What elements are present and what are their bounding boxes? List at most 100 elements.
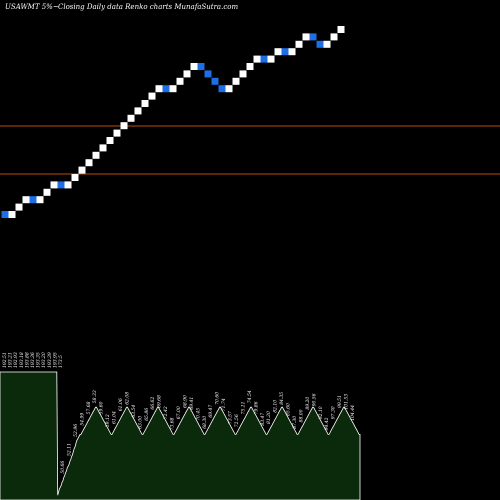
up-brick	[15, 203, 23, 211]
up-brick	[225, 85, 233, 93]
volume-price-label: 193.88	[24, 352, 30, 368]
volume-price-label: 59.60	[99, 401, 105, 414]
volume-price-label: 58.33	[92, 390, 98, 403]
up-brick	[183, 70, 191, 78]
volume-price-label: 63.54	[131, 405, 137, 418]
up-brick	[302, 33, 310, 41]
volume-price-label: 73.68	[170, 417, 176, 430]
up-brick	[337, 26, 345, 33]
volume-price-label: 193.36	[30, 352, 36, 368]
volume-price-label: 75.11	[240, 402, 246, 415]
chart-symbol: USAWMT 5%~	[5, 3, 59, 11]
volume-price-label: 65.86	[144, 408, 150, 421]
volume-price-label: 88.00	[298, 409, 304, 422]
volume-price-label: 73.57	[228, 411, 234, 424]
up-brick	[246, 63, 254, 70]
volume-price-label: 193.39	[47, 352, 53, 368]
volume-price-label: 52.11	[66, 443, 72, 456]
volume-price-label: 193.18	[19, 352, 25, 368]
up-brick	[141, 100, 149, 107]
up-brick	[295, 40, 303, 48]
volume-price-label: 193.20	[41, 352, 47, 368]
volume-price-label: 193.21	[8, 352, 14, 368]
chart-subtitle: Closing Daily data Renko charts MunafaSu…	[58, 3, 239, 11]
up-brick	[106, 137, 114, 144]
up-brick	[120, 122, 128, 130]
volume-price-label: 85.60	[286, 403, 292, 416]
up-brick	[92, 151, 100, 159]
down-brick	[281, 48, 289, 56]
volume-price-label: 70.45	[195, 408, 201, 421]
volume-price-label: 52.96	[73, 424, 79, 437]
down-brick	[260, 55, 268, 63]
volume-price-label: 62.08	[124, 392, 130, 405]
up-brick	[99, 144, 107, 152]
volume-price-label: 193.35	[36, 352, 42, 368]
down-brick	[218, 85, 226, 93]
volume-price-label: 90.56	[311, 393, 317, 406]
volume-price-label: 54.99	[79, 413, 85, 426]
up-brick	[176, 77, 184, 85]
volume-price-label: 50.66	[60, 461, 66, 474]
up-brick	[22, 196, 30, 204]
up-brick	[78, 166, 86, 174]
volume-price-label: 193.95	[52, 352, 58, 368]
volume-area	[0, 371, 361, 500]
volume-price-label: 74.54	[247, 390, 253, 403]
up-brick	[169, 85, 177, 93]
volume-price-label: 72.56	[234, 414, 240, 427]
volume-price-label: 57.68	[86, 401, 92, 414]
volume-price-label: 82.10	[273, 400, 279, 413]
up-brick	[155, 85, 163, 93]
up-brick	[71, 174, 79, 181]
volume-price-label: 71.74	[221, 398, 227, 411]
down-brick	[211, 77, 219, 85]
down-brick	[204, 70, 212, 78]
up-brick	[239, 70, 247, 78]
volume-price-label: 97.30	[331, 406, 337, 419]
up-brick	[134, 107, 142, 115]
volume-price-label: 70.60	[215, 392, 221, 405]
volume-price-label: 81.20	[266, 411, 272, 424]
down-brick	[197, 63, 205, 70]
volume-price-label: 63.00	[137, 416, 143, 429]
volume-price-label: 192.51	[2, 352, 8, 368]
volume-price-label: 92.10	[318, 406, 324, 419]
volume-price-label: 104.44	[350, 405, 356, 421]
volume-price-label: 61.04	[112, 411, 118, 424]
up-brick	[113, 129, 121, 137]
up-brick	[148, 92, 156, 100]
up-brick	[64, 181, 72, 189]
volume-price-label: 67.00	[176, 406, 182, 419]
down-brick	[1, 211, 9, 218]
up-brick	[85, 159, 93, 167]
volume-price-label: 68.90	[182, 395, 188, 408]
volume-price-label: 89.20	[305, 397, 311, 410]
volume-price-label: 192.93	[13, 352, 19, 368]
volume-price-label: 69.41	[189, 397, 195, 410]
volume-price-label: 99.51	[337, 395, 343, 408]
down-brick	[309, 33, 317, 41]
up-brick	[43, 188, 51, 196]
up-brick	[330, 33, 338, 41]
up-brick	[50, 181, 58, 189]
up-brick	[253, 55, 261, 63]
volume-price-label: 66.62	[150, 397, 156, 410]
down-brick	[29, 196, 37, 204]
volume-price-label: 87.30	[292, 416, 298, 429]
volume-price-label: 173.5	[58, 355, 64, 368]
volume-price-label: 94.42	[324, 417, 330, 430]
volume-price-label: 61.06	[118, 398, 124, 411]
up-brick	[127, 114, 135, 122]
volume-price-label: 79.86	[253, 401, 259, 414]
up-brick	[232, 77, 240, 85]
volume-price-label: 69.68	[157, 395, 163, 408]
volume-price-label: 69.47	[208, 405, 214, 418]
up-brick	[190, 63, 198, 70]
volume-price-label: 68.30	[202, 416, 208, 429]
volume-price-label: 101.53	[344, 394, 350, 410]
up-brick	[36, 196, 44, 204]
up-brick	[8, 211, 16, 218]
volume-price-label: 72.42	[163, 406, 169, 419]
